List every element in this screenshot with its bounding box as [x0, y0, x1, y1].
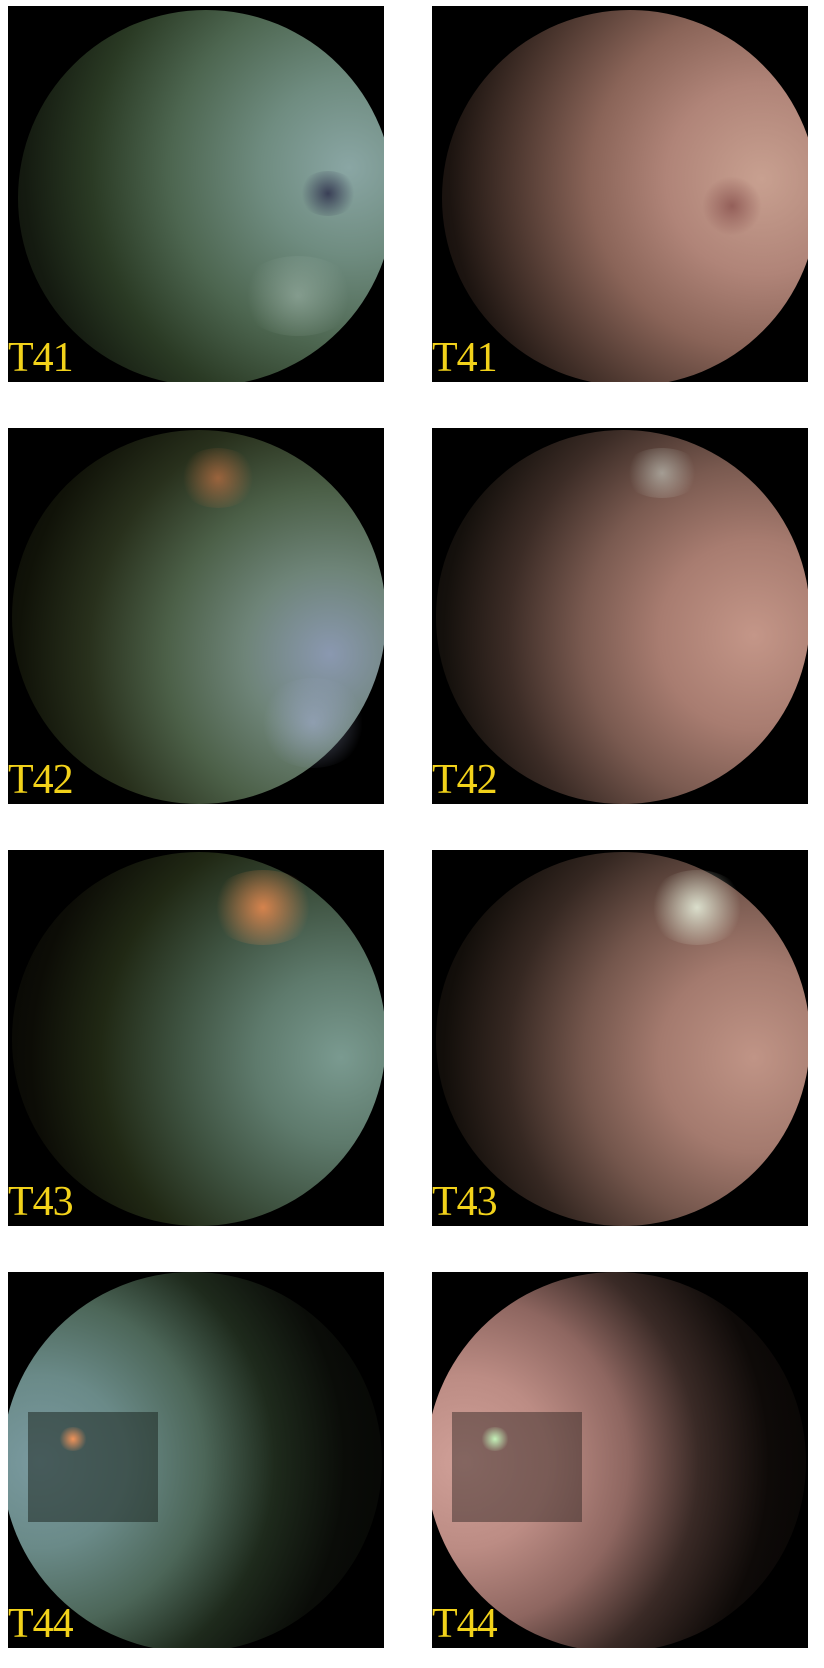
image-panel-t44-right: T44 [432, 1272, 808, 1648]
dark-mosaic-patch [452, 1412, 582, 1522]
flyby-label: T42 [432, 757, 498, 803]
image-panel-t41-left: T41 [8, 6, 384, 382]
image-panel-t43-right: T43 [432, 850, 808, 1226]
flyby-label: T44 [8, 1601, 74, 1647]
image-panel-t44-left: T44 [8, 1272, 384, 1648]
image-panel-t41-right: T41 [432, 6, 808, 382]
flyby-label: T44 [432, 1601, 498, 1647]
dark-mosaic-patch [28, 1412, 158, 1522]
image-panel-t42-left: T42 [8, 428, 384, 804]
dark-surface-feature [702, 176, 762, 236]
bright-cloud-feature [480, 1427, 510, 1451]
bright-cloud-feature [58, 1427, 88, 1451]
image-panel-t43-left: T43 [8, 850, 384, 1226]
flyby-label: T41 [432, 335, 498, 381]
bright-cloud-feature [622, 448, 702, 498]
dark-surface-feature [298, 171, 358, 216]
titan-globe-image [436, 852, 808, 1226]
titan-globe-image [436, 430, 808, 804]
titan-globe-image [12, 852, 384, 1226]
flyby-label: T42 [8, 757, 74, 803]
flyby-label: T41 [8, 335, 74, 381]
bright-cloud-feature [238, 256, 358, 336]
bright-cloud-feature [647, 870, 747, 945]
titan-globe-image [432, 1272, 806, 1648]
bright-cloud-feature [178, 448, 258, 508]
bright-cloud-feature [258, 678, 368, 768]
bright-cloud-feature [208, 870, 318, 945]
flyby-label: T43 [8, 1179, 74, 1225]
image-panel-t42-right: T42 [432, 428, 808, 804]
flyby-label: T43 [432, 1179, 498, 1225]
